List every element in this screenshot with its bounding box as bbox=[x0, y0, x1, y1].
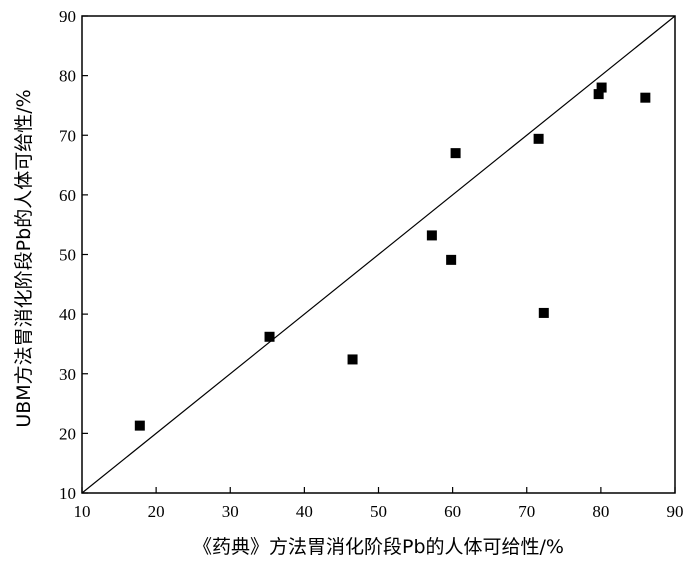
x-tick-label: 90 bbox=[667, 502, 684, 521]
y-axis-ticks: 10 20 30 40 50 60 70 80 90 bbox=[59, 7, 88, 503]
data-point bbox=[426, 230, 437, 241]
data-point bbox=[640, 92, 651, 103]
y-tick-label: 20 bbox=[59, 424, 76, 443]
y-tick-label: 60 bbox=[59, 186, 76, 205]
data-point bbox=[533, 133, 544, 144]
data-points bbox=[134, 82, 651, 431]
y-tick-label: 50 bbox=[59, 246, 76, 265]
data-point bbox=[593, 89, 604, 100]
y-tick-label: 70 bbox=[59, 126, 76, 145]
data-point bbox=[538, 307, 549, 318]
x-tick-label: 40 bbox=[296, 502, 313, 521]
x-tick-label: 10 bbox=[74, 502, 91, 521]
x-tick-label: 20 bbox=[148, 502, 165, 521]
x-tick-label: 30 bbox=[222, 502, 239, 521]
x-axis-title: 《药典》方法胃消化阶段Pb的人体可给性/% bbox=[193, 536, 564, 558]
data-point bbox=[264, 331, 275, 342]
x-axis-ticks: 10 20 30 40 50 60 70 80 90 bbox=[74, 487, 684, 521]
data-point bbox=[596, 82, 607, 93]
data-point bbox=[446, 254, 457, 265]
y-axis-title: UBM方法胃消化阶段Pb的人体可给性/% bbox=[13, 89, 35, 427]
y-tick-label: 30 bbox=[59, 365, 76, 384]
reference-line-y-equals-x bbox=[81, 15, 676, 494]
x-tick-label: 50 bbox=[370, 502, 387, 521]
y-tick-label: 90 bbox=[59, 7, 76, 26]
x-tick-label: 60 bbox=[444, 502, 461, 521]
y-tick-label: 40 bbox=[59, 305, 76, 324]
data-point bbox=[134, 420, 145, 431]
data-point bbox=[450, 148, 461, 159]
y-tick-label: 10 bbox=[59, 484, 76, 503]
x-tick-label: 70 bbox=[518, 502, 535, 521]
x-tick-label: 80 bbox=[592, 502, 609, 521]
data-point bbox=[347, 354, 358, 365]
y-tick-label: 80 bbox=[59, 67, 76, 86]
